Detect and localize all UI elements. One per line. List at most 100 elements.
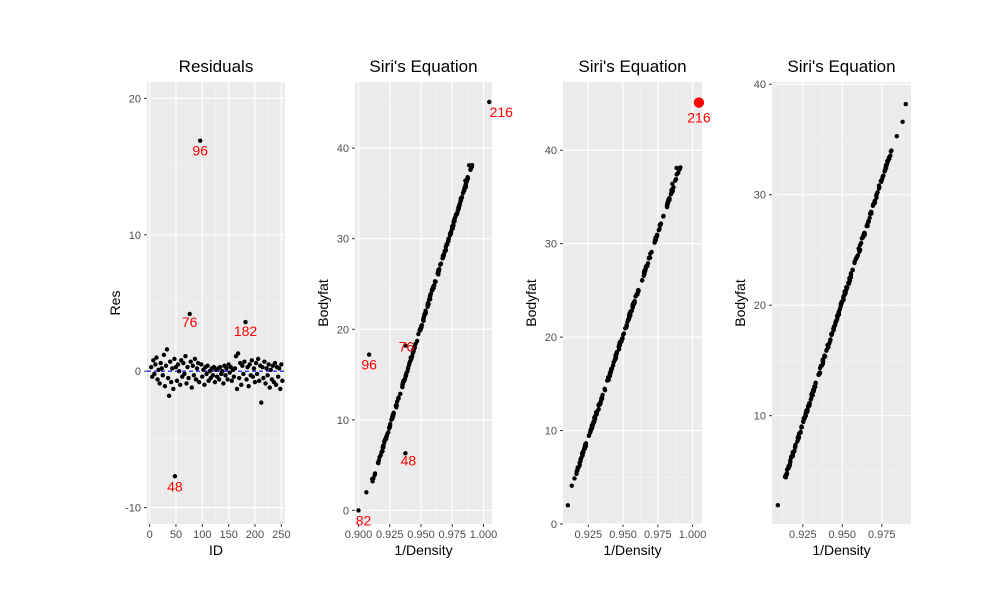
data-point [249,358,255,363]
x-tick-label: 0.950 [609,529,637,541]
panels: 0 50 100 150 200 250-1001020ResidualsIDRes967… [107,57,911,558]
data-point [372,471,378,476]
data-point [186,375,191,381]
data-point [425,301,431,307]
data-point [808,397,814,402]
data-point [639,278,645,283]
data-point [465,175,471,181]
data-point [452,216,457,222]
data-point [153,362,158,367]
y-tick-label: 30 [754,190,766,202]
data-point [224,366,229,371]
data-point [183,354,188,359]
data-point [403,451,408,456]
y-tick-label: 10 [754,411,766,423]
x-tick-label: 100 [193,529,211,541]
data-point [607,374,612,379]
data-point [670,181,675,187]
panel-1: 0 50 100 150 200 250 -10 0 10 20 Residuals ID Res 96 7… [107,57,290,558]
y-axis-title: Bodyfat [523,279,539,327]
x-tick-label: 0.950 [407,529,435,541]
data-point [221,381,226,386]
data-point [394,403,400,408]
data-point [448,231,454,236]
data-point [853,256,859,262]
data-point [596,406,601,412]
data-point [149,364,154,370]
panel-2: 0.900 0.925 0.950 0.975 1.000 0 10 20 30 40 Siri's… [315,57,513,558]
data-point [583,442,588,447]
data-point [386,430,391,435]
data-point [857,242,863,248]
point-label: 96 [361,357,377,373]
data-point [463,184,468,189]
data-point [229,378,235,383]
data-point [252,379,258,385]
x-tick-label: 0.925 [575,529,603,541]
data-point [264,366,269,371]
data-point [197,138,203,143]
data-point [614,349,620,355]
data-point [612,357,618,363]
data-point [171,386,176,392]
y-axis-title: Bodyfat [732,279,748,327]
data-point [833,319,839,324]
data-point [196,379,202,385]
data-point [188,359,193,364]
point-label: 82 [356,512,372,528]
panel-4: 0.925 0.950 0.975 10 20 30 40 Siri's Equation 1/… [732,57,911,558]
data-point [572,476,577,481]
data-point [599,396,605,401]
data-point [796,435,802,440]
data-point [191,373,197,378]
data-point [240,363,245,368]
data-point [632,300,637,305]
data-point [394,399,400,404]
data-point [277,366,282,371]
data-point [852,260,857,266]
data-point [658,221,664,226]
data-point [844,285,849,290]
data-point [218,364,223,370]
y-tick-label: 20 [129,93,141,105]
panel-3: 0.925 0.950 0.975 1.000 0 10 20 30 40 Siri's Equa… [523,57,711,558]
data-point [266,362,271,367]
x-axis-title: 1/Density [603,542,661,558]
y-tick-label: 30 [545,239,557,251]
data-point [666,196,672,201]
data-point [862,230,867,236]
data-point [267,385,272,390]
data-point [166,393,172,398]
data-point [417,328,423,333]
panel-background [355,82,492,524]
data-point [846,280,851,286]
data-point [665,201,670,207]
y-tick-label: 40 [337,143,349,155]
x-axis-title: 1/Density [812,542,870,558]
y-tick-label: 10 [129,230,141,242]
data-point [158,360,163,366]
data-point [630,304,636,309]
data-point [231,374,237,379]
data-point [259,400,264,405]
data-point [805,404,811,409]
x-tick-label: 0.975 [438,529,466,541]
data-point [204,371,209,377]
data-point [375,460,381,465]
data-point [442,249,447,254]
data-point [246,384,251,389]
y-tick-label: 10 [337,415,349,427]
data-point [565,503,571,508]
point-label: 182 [234,323,258,339]
data-point [819,363,825,368]
data-point [382,440,387,445]
data-point [894,133,899,139]
data-point [436,268,441,273]
data-point [829,331,834,337]
data-point [811,389,816,394]
data-point [661,213,666,219]
data-point [182,371,187,377]
data-point [446,239,451,244]
y-tick-label: 10 [545,426,557,438]
